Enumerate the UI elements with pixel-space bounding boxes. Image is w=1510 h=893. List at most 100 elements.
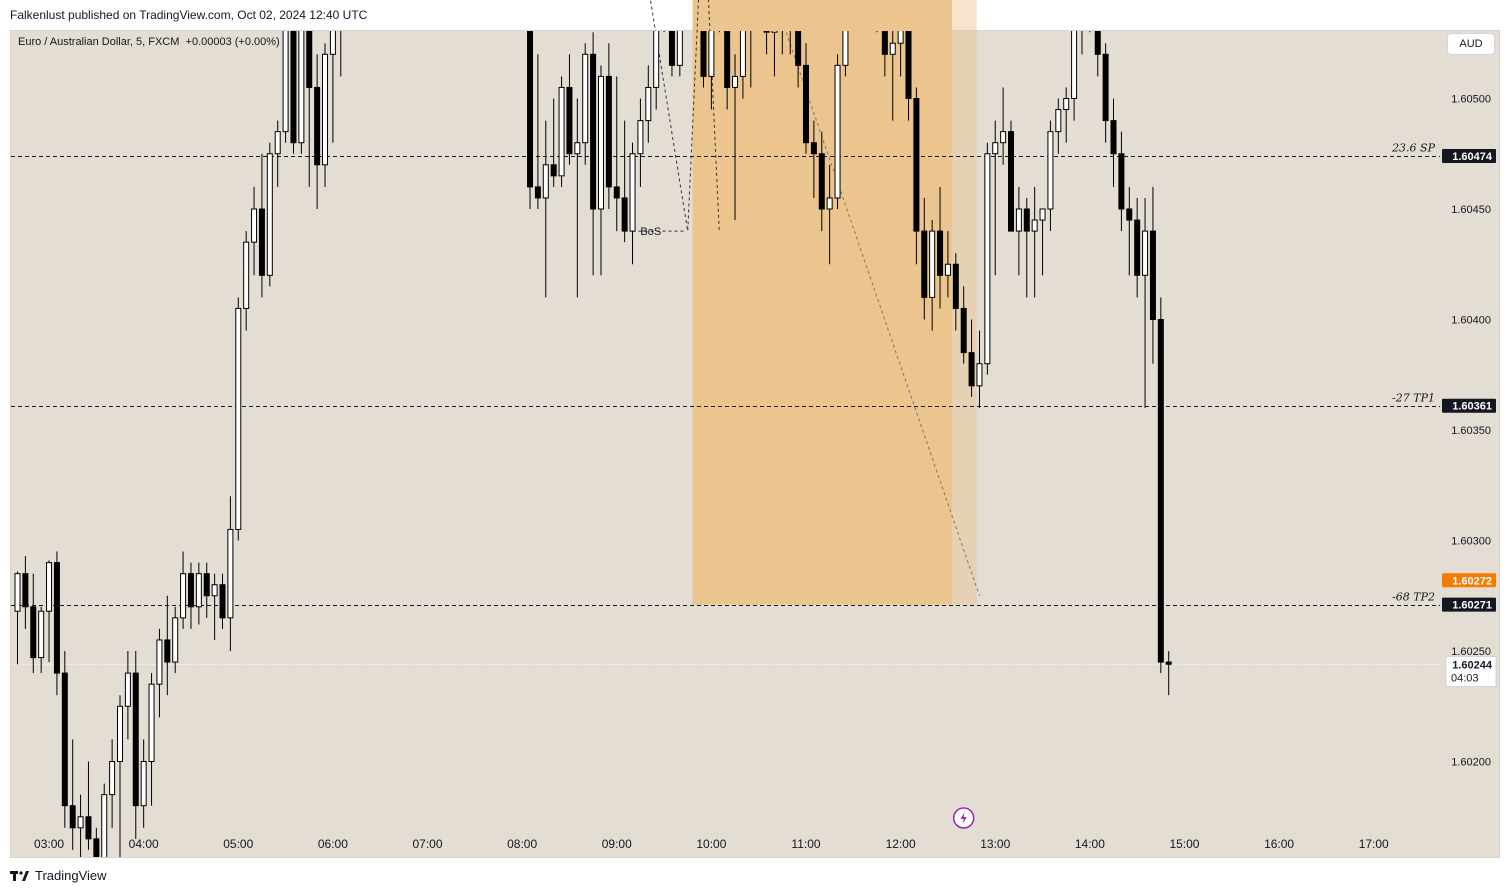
candle-body	[818, 153, 825, 210]
candle-body	[662, 0, 667, 10]
candle-body	[1142, 230, 1149, 276]
time-tick: 06:00	[318, 837, 348, 851]
candle-body	[597, 75, 604, 210]
time-tick: 14:00	[1075, 837, 1105, 851]
candle-body	[69, 805, 76, 829]
price-tick: 1.60250	[1451, 646, 1491, 658]
candle-body	[338, 0, 343, 21]
candle-body	[211, 584, 218, 597]
trend-line	[785, 31, 980, 596]
candle-body	[282, 31, 289, 133]
candle-body	[1102, 53, 1109, 122]
candle-body	[968, 352, 975, 387]
candle-body	[22, 573, 29, 608]
price-tick: 1.60300	[1451, 536, 1491, 548]
candle-body	[1039, 208, 1046, 221]
time-tick: 11:00	[791, 837, 820, 851]
candle-body	[109, 761, 116, 796]
tradingview-brand[interactable]: TradingView	[10, 868, 107, 883]
candle-body	[77, 816, 84, 829]
price-tick: 1.60350	[1451, 425, 1491, 437]
candle-body	[180, 573, 187, 619]
candle-body	[590, 53, 597, 210]
lightning-glyph	[960, 812, 967, 824]
candle-body	[763, 31, 770, 33]
candle-body	[984, 153, 991, 365]
candle-body	[566, 86, 573, 155]
candle-body	[1071, 31, 1078, 99]
tradingview-logo-icon	[10, 870, 29, 881]
bos-zigzag	[649, 0, 720, 232]
candle-body	[1087, 0, 1092, 10]
candle-body	[1134, 219, 1141, 276]
candle-body	[1157, 319, 1164, 663]
candle-body	[203, 573, 210, 597]
candle-body	[61, 672, 68, 807]
price-tag	[1442, 398, 1496, 413]
candle-body	[937, 230, 944, 276]
candle-body	[243, 241, 250, 309]
candle-body	[30, 606, 37, 659]
candle-body	[613, 186, 620, 199]
symbol-legend: Euro / Australian Dollar, 5, FXCM +0.000…	[18, 36, 280, 48]
currency-button[interactable]: AUD	[1447, 33, 1495, 55]
candle-body	[834, 64, 841, 199]
time-tick: 13:00	[980, 837, 1010, 851]
candle-body	[1126, 208, 1133, 221]
level-label: -27 TP1	[1392, 392, 1435, 405]
candle-body	[1000, 131, 1007, 144]
candle-body	[527, 31, 534, 188]
price-tag-label: 1.60474	[1452, 151, 1493, 163]
candle-body	[700, 31, 707, 77]
candle-body	[219, 584, 226, 619]
time-tick: 09:00	[602, 837, 632, 851]
candle-body	[274, 131, 281, 155]
candle-body	[329, 31, 336, 55]
candle-body	[1055, 109, 1062, 133]
candle-body	[1118, 153, 1125, 210]
candle-body	[235, 307, 242, 530]
candle-body	[140, 761, 147, 807]
bar-countdown: 04:03	[1451, 673, 1479, 685]
price-tag	[1442, 148, 1496, 163]
footer	[0, 860, 1510, 893]
candle-body	[952, 263, 959, 309]
candle-body	[929, 230, 936, 298]
candle-body	[322, 53, 329, 166]
candle-body	[164, 639, 171, 663]
candle-body	[550, 164, 557, 177]
candle-body	[645, 86, 652, 122]
time-tick: 03:00	[34, 837, 64, 851]
candle-body	[653, 31, 660, 88]
price-tag	[1442, 597, 1496, 612]
price-tag-label: 1.60271	[1452, 600, 1492, 612]
candle-body	[1079, 0, 1084, 21]
candle-body	[803, 64, 809, 144]
candle-body	[117, 705, 124, 762]
last-price-box	[1445, 656, 1497, 687]
candle-body	[1110, 120, 1117, 155]
level-label: 23.6 SP	[1391, 142, 1436, 155]
level-label: -68 TP2	[1392, 591, 1435, 604]
candle-body	[266, 153, 273, 276]
candle-body	[53, 562, 60, 674]
candle-body	[842, 31, 849, 66]
time-tick: 08:00	[507, 837, 537, 851]
candle-body	[944, 263, 951, 276]
candle-body	[156, 639, 163, 685]
candle-body	[1063, 98, 1070, 111]
candle-body	[148, 683, 155, 763]
candle-body	[85, 816, 92, 840]
candle-body	[605, 75, 612, 188]
candle-body	[913, 98, 920, 232]
price-tick: 1.60450	[1451, 204, 1491, 216]
target-zone	[692, 0, 952, 605]
candle-body	[314, 86, 321, 166]
time-tick: 07:00	[413, 837, 443, 851]
price-tick: 1.60400	[1451, 315, 1491, 327]
candle-body	[1165, 661, 1172, 665]
time-tick: 17:00	[1359, 837, 1389, 851]
time-tick: 04:00	[129, 837, 159, 851]
candle-body	[921, 230, 928, 298]
